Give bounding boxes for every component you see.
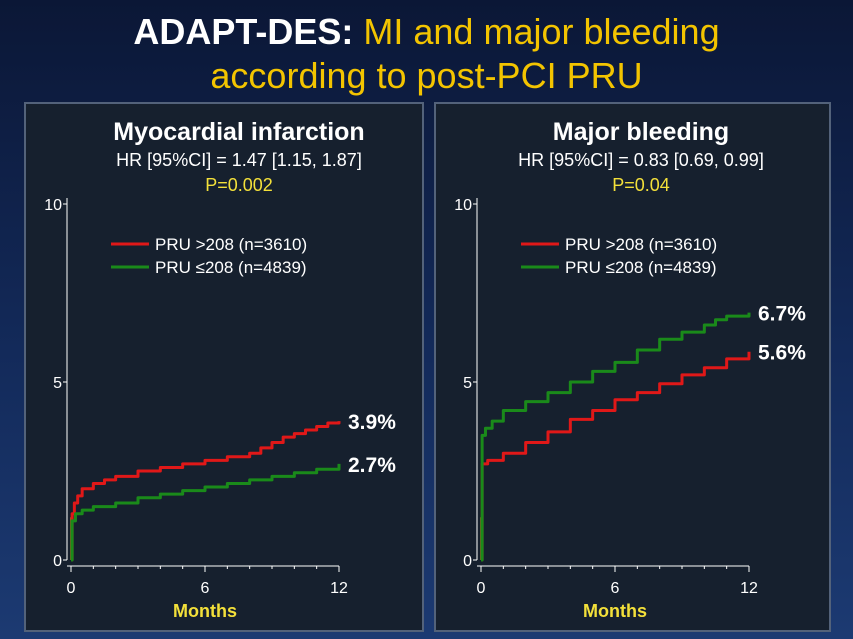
series-line-pru-high [480, 351, 751, 562]
title-rest-2: according to post-PCI PRU [210, 55, 643, 96]
p-value: P=0.04 [612, 175, 670, 195]
slide-title: ADAPT-DES: MI and major bleeding accordi… [0, 10, 853, 98]
series-line-pru-low [480, 312, 751, 562]
x-tick-label: 12 [330, 580, 348, 597]
x-tick-label: 0 [67, 580, 76, 597]
title-line-2: according to post-PCI PRU [0, 54, 853, 98]
chart-title: Major bleeding [553, 118, 729, 146]
chart-mi: Myocardial infarction HR [95%CI] = 1.47 [… [44, 118, 396, 621]
y-tick-label: 10 [44, 197, 62, 214]
chart-panel-mi: Myocardial infarction HR [95%CI] = 1.47 [… [24, 102, 424, 632]
hazard-ratio: HR [95%CI] = 0.83 [0.69, 0.99] [518, 150, 764, 170]
legend-label: PRU ≤208 (n=4839) [565, 258, 717, 277]
y-tick-label: 5 [463, 375, 472, 392]
title-line-1: ADAPT-DES: MI and major bleeding [0, 10, 853, 54]
x-axis-label: Months [583, 601, 647, 621]
y-tick-label: 5 [53, 375, 62, 392]
chart-title: Myocardial infarction [113, 118, 364, 146]
end-value-label: 2.7% [348, 454, 396, 477]
hazard-ratio: HR [95%CI] = 1.47 [1.15, 1.87] [116, 150, 362, 170]
legend-label: PRU ≤208 (n=4839) [155, 258, 307, 277]
series-line-pru-low [70, 463, 341, 562]
chart-bleeding: Major bleeding HR [95%CI] = 0.83 [0.69, 0… [454, 118, 806, 621]
y-tick-label: 0 [53, 553, 62, 570]
end-value-label: 3.9% [348, 411, 396, 434]
x-axis-label: Months [173, 601, 237, 621]
y-tick-label: 0 [463, 553, 472, 570]
x-tick-label: 12 [740, 580, 758, 597]
end-value-label: 6.7% [758, 303, 806, 326]
x-tick-label: 0 [477, 580, 486, 597]
legend-label: PRU >208 (n=3610) [155, 235, 307, 254]
y-tick-label: 10 [454, 197, 472, 214]
title-rest-1: MI and major bleeding [353, 11, 720, 52]
chart-panel-bleeding: Major bleeding HR [95%CI] = 0.83 [0.69, 0… [434, 102, 831, 632]
p-value: P=0.002 [205, 175, 273, 195]
title-lead: ADAPT-DES: [133, 11, 354, 52]
series-line-pru-high [70, 421, 341, 562]
end-value-label: 5.6% [758, 342, 806, 365]
x-tick-label: 6 [611, 580, 620, 597]
legend-label: PRU >208 (n=3610) [565, 235, 717, 254]
x-tick-label: 6 [201, 580, 210, 597]
